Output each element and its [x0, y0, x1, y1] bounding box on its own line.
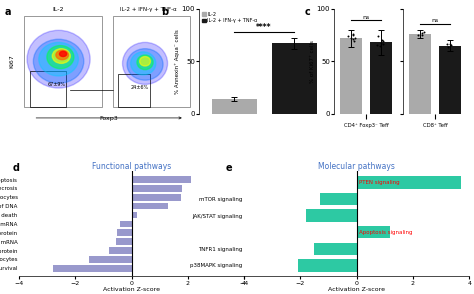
Bar: [314, 243, 356, 255]
Bar: [120, 220, 131, 227]
Point: [379, 42, 387, 46]
Ellipse shape: [131, 52, 156, 75]
Bar: [109, 247, 131, 254]
Bar: [131, 185, 182, 192]
Point: [414, 33, 421, 37]
Ellipse shape: [140, 56, 150, 66]
Title: Molecular pathways: Molecular pathways: [318, 162, 395, 171]
Bar: [131, 194, 181, 201]
Text: d: d: [12, 163, 19, 173]
Point: [374, 34, 382, 39]
Point: [349, 32, 357, 37]
Text: e: e: [226, 163, 233, 173]
Point: [344, 33, 352, 38]
Bar: [306, 209, 356, 222]
Ellipse shape: [127, 49, 163, 80]
Point: [444, 45, 451, 49]
Point: [351, 36, 359, 40]
Bar: [116, 238, 131, 245]
X-axis label: Activation Z-score: Activation Z-score: [328, 287, 385, 292]
Bar: [340, 38, 362, 114]
Text: a: a: [5, 7, 11, 17]
Bar: [272, 44, 317, 114]
Bar: [118, 74, 150, 107]
Y-axis label: % Annexin⁺ Aqua⁻ cells: % Annexin⁺ Aqua⁻ cells: [175, 29, 180, 94]
Bar: [89, 256, 131, 263]
Point: [447, 43, 455, 47]
Text: Ki67: Ki67: [9, 54, 14, 68]
Point: [418, 33, 426, 38]
Text: Foxp3: Foxp3: [100, 116, 118, 121]
Bar: [298, 259, 356, 272]
Text: ****: ****: [256, 23, 272, 32]
Y-axis label: % of Ki67⁺ cells: % of Ki67⁺ cells: [310, 40, 315, 83]
Bar: [30, 71, 66, 107]
Point: [377, 41, 385, 46]
Bar: [356, 176, 461, 189]
Point: [349, 33, 356, 38]
Text: IL-2 + IFN-γ + TNF-α: IL-2 + IFN-γ + TNF-α: [120, 7, 177, 12]
Text: IL-2: IL-2: [53, 7, 64, 12]
Text: 24±6%: 24±6%: [130, 85, 149, 90]
Ellipse shape: [47, 46, 74, 69]
Text: ns: ns: [431, 18, 439, 23]
Legend: IL-2, IL-2 + IFN-γ + TNF-α: IL-2, IL-2 + IFN-γ + TNF-α: [201, 11, 258, 24]
Ellipse shape: [59, 51, 67, 56]
Bar: [439, 46, 461, 114]
Bar: [131, 203, 168, 210]
Point: [446, 42, 453, 47]
Point: [379, 38, 386, 43]
Text: b: b: [161, 7, 168, 17]
Bar: [131, 212, 137, 218]
Point: [420, 30, 428, 34]
Point: [350, 39, 358, 44]
Ellipse shape: [137, 55, 153, 70]
Bar: [370, 42, 392, 114]
Bar: [131, 176, 191, 183]
Point: [378, 37, 385, 42]
Point: [374, 42, 381, 47]
Bar: [113, 16, 190, 107]
Text: Apoptosis signaling: Apoptosis signaling: [359, 230, 413, 235]
Point: [347, 36, 355, 41]
Ellipse shape: [39, 42, 78, 76]
Bar: [53, 265, 131, 272]
Ellipse shape: [52, 49, 70, 64]
Point: [350, 37, 357, 42]
Bar: [24, 16, 102, 107]
Title: Functional pathways: Functional pathways: [92, 162, 171, 171]
Point: [376, 44, 384, 48]
Ellipse shape: [33, 39, 84, 83]
X-axis label: Activation Z-score: Activation Z-score: [103, 287, 160, 292]
Ellipse shape: [27, 30, 90, 88]
Bar: [320, 193, 356, 205]
Ellipse shape: [56, 50, 68, 60]
Bar: [211, 99, 256, 114]
Bar: [356, 226, 391, 238]
Bar: [410, 34, 431, 114]
Ellipse shape: [122, 42, 167, 84]
Point: [419, 31, 426, 35]
Point: [443, 42, 451, 46]
Text: 67±9%: 67±9%: [48, 82, 66, 87]
Bar: [118, 229, 131, 236]
Text: PTEN signaling: PTEN signaling: [359, 180, 400, 185]
Text: c: c: [304, 7, 310, 17]
Text: ns: ns: [362, 15, 370, 20]
